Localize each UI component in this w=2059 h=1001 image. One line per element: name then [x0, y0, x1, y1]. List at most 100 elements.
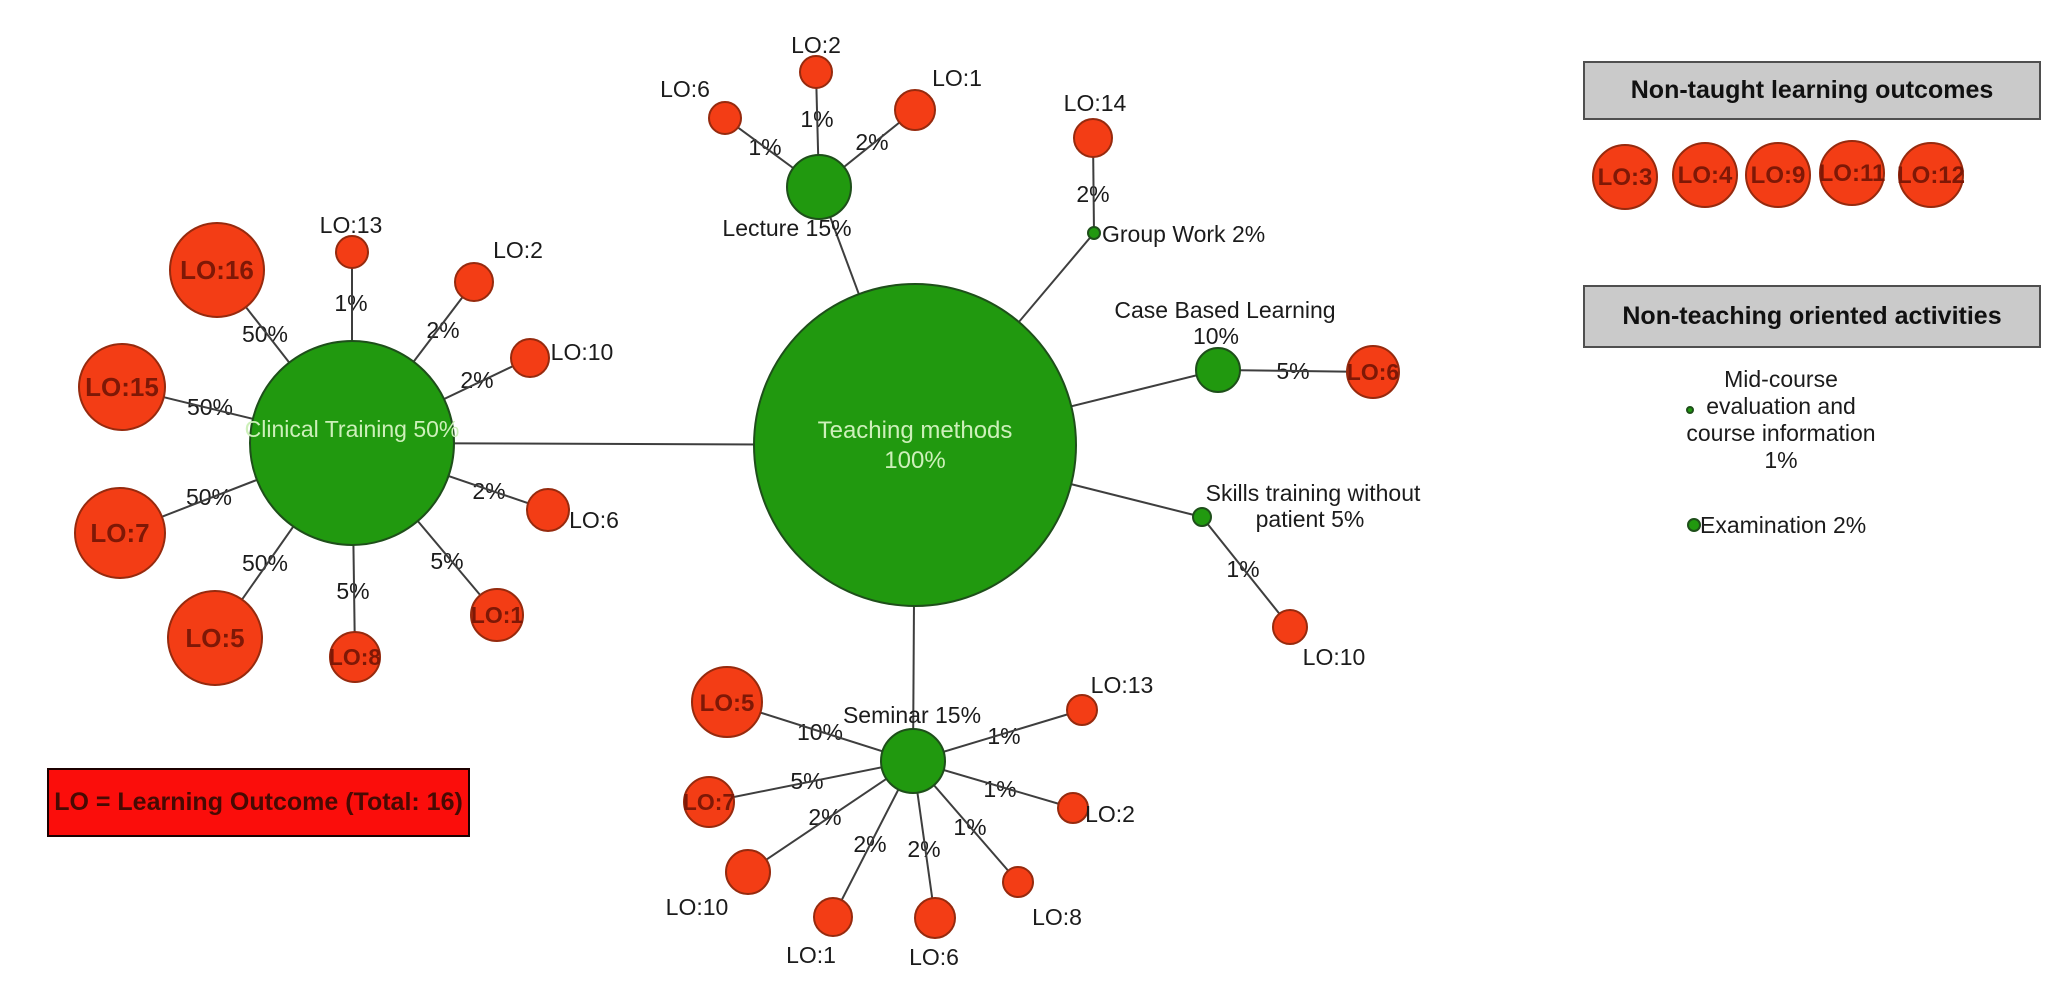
- label-lo10-seminar: LO:10: [666, 894, 729, 920]
- edge-label-clinical-c15: 50%: [187, 394, 233, 420]
- caption-case-based-line2: 10%: [1193, 323, 1239, 349]
- node-c5-outcome-circle: [167, 590, 263, 686]
- node-label-c16-0: LO:16: [180, 255, 254, 285]
- node-exam-dot-circle: [1687, 518, 1701, 532]
- label-lo13-clinical: LO:13: [320, 212, 383, 238]
- node-label-c1-0: LO:1: [471, 602, 524, 628]
- node-l6-outcome-circle: [708, 101, 742, 135]
- node-c8-outcome-circle: [329, 631, 381, 683]
- node-l2-outcome-circle: [799, 55, 833, 89]
- node-l1-outcome-circle: [894, 89, 936, 131]
- label-lo13-seminar: LO:13: [1091, 672, 1154, 698]
- caption-case-based-line1: Case Based Learning: [1114, 297, 1335, 323]
- node-p4-outcome-circle: [1672, 142, 1738, 208]
- node-casebased-circle: [1195, 347, 1241, 393]
- label-lo2-clinical: LO:2: [493, 237, 543, 263]
- node-label-c7-0: LO:7: [90, 518, 149, 548]
- caption-lecture: Lecture 15%: [722, 215, 851, 241]
- node-label-p4-0: LO:4: [1678, 162, 1733, 189]
- midcourse-item: Mid-course evaluation and course informa…: [1671, 366, 1891, 474]
- node-s7-outcome-circle: [683, 776, 735, 828]
- node-g14-outcome-circle: [1073, 118, 1113, 158]
- edge-seminar-s7: [708, 760, 914, 803]
- node-p3-outcome-circle: [1592, 144, 1658, 210]
- node-label-c5-0: LO:5: [185, 623, 244, 653]
- node-c16-outcome-circle: [169, 222, 265, 318]
- node-c10-outcome-circle: [510, 338, 550, 378]
- midcourse-line-3: course information: [1686, 420, 1876, 446]
- edge-label-clinical-c16: 50%: [242, 321, 288, 347]
- label-lo1-seminar: LO:1: [786, 942, 836, 968]
- label-lo8-seminar: LO:8: [1032, 904, 1082, 930]
- edge-label-seminar-se13: 1%: [987, 723, 1020, 749]
- midcourse-line-4: 1%: [1764, 447, 1798, 473]
- edge-label-seminar-s7: 5%: [790, 768, 823, 794]
- caption-skills-line2: patient 5%: [1256, 506, 1365, 532]
- edge-label-clinical-c6: 2%: [472, 478, 505, 504]
- label-lo6-seminar: LO:6: [909, 944, 959, 970]
- node-teaching-circle: [753, 283, 1077, 607]
- node-label-teaching-1: 100%: [884, 447, 945, 474]
- node-p11-outcome-circle: [1819, 140, 1885, 206]
- node-p12-outcome-circle: [1898, 142, 1964, 208]
- node-clinical-circle: [249, 340, 455, 546]
- edge-skills-sk10: [1201, 516, 1291, 628]
- non-teaching-header: Non-teaching oriented activities: [1583, 285, 2041, 348]
- node-label-s7-0: LO:7: [683, 789, 735, 815]
- node-se10-outcome-circle: [725, 849, 771, 895]
- node-c7-outcome-circle: [74, 487, 166, 579]
- edge-label-clinical-c5: 50%: [242, 550, 288, 576]
- node-label-c15-0: LO:15: [85, 372, 159, 402]
- node-label-p9-0: LO:9: [1751, 162, 1806, 189]
- node-se2-outcome-circle: [1057, 792, 1089, 824]
- node-skills-circle: [1192, 507, 1212, 527]
- caption-seminar: Seminar 15%: [843, 702, 981, 728]
- caption-skills-line1: Skills training without: [1206, 480, 1421, 506]
- label-lo10-skills: LO:10: [1303, 644, 1366, 670]
- node-lecture-circle: [786, 154, 852, 220]
- node-c6-outcome-circle: [526, 488, 570, 532]
- midcourse-line-2: evaluation and: [1706, 393, 1856, 419]
- node-se6-outcome-circle: [914, 897, 956, 939]
- node-p9-outcome-circle: [1745, 142, 1811, 208]
- label-lo10-clinical: LO:10: [551, 339, 614, 365]
- edge-label-seminar-se10: 2%: [808, 804, 841, 830]
- node-label-cb6-0: LO:6: [1347, 359, 1399, 385]
- node-sk10-outcome-circle: [1272, 609, 1308, 645]
- node-label-s5-0: LO:5: [700, 690, 755, 717]
- node-c2-outcome-circle: [454, 262, 494, 302]
- node-seminar-circle: [880, 728, 946, 794]
- non-taught-header: Non-taught learning outcomes: [1583, 61, 2041, 120]
- node-c13-outcome-circle: [335, 235, 369, 269]
- node-label-c8-0: LO:8: [329, 644, 382, 670]
- examination-label: Examination 2%: [1700, 512, 1867, 538]
- node-s5-outcome-circle: [691, 666, 763, 738]
- node-cb6-outcome-circle: [1346, 345, 1400, 399]
- node-se13-outcome-circle: [1066, 694, 1098, 726]
- edge-seminar-se10: [747, 760, 914, 873]
- edge-label-clinical-c7: 50%: [186, 484, 232, 510]
- label-lo2-seminar: LO:2: [1085, 801, 1135, 827]
- label-lo14-groupwork: LO:14: [1064, 90, 1127, 116]
- node-midcourse-dot-circle: [1686, 406, 1694, 414]
- node-label-p11-0: LO:11: [1819, 160, 1886, 187]
- edge-label-lecture-l1: 2%: [855, 129, 888, 155]
- node-label-clinical-0: Clinical Training 50%: [245, 416, 460, 442]
- label-lo6-lecture: LO:6: [660, 76, 710, 102]
- node-c15-outcome-circle: [78, 343, 166, 431]
- midcourse-line-1: Mid-course: [1724, 366, 1838, 392]
- label-lo6-clinical: LO:6: [569, 507, 619, 533]
- label-lo2-lecture: LO:2: [791, 32, 841, 58]
- node-c1-outcome-circle: [470, 588, 524, 642]
- label-lo1-lecture: LO:1: [932, 65, 982, 91]
- node-label-p3-0: LO:3: [1598, 164, 1653, 191]
- node-label-p12-0: LO:12: [1897, 162, 1965, 189]
- legend-box: LO = Learning Outcome (Total: 16): [47, 768, 470, 837]
- node-label-teaching-0: Teaching methods: [818, 417, 1013, 444]
- caption-group-work: Group Work 2%: [1102, 221, 1265, 247]
- node-se8-outcome-circle: [1002, 866, 1034, 898]
- node-groupwork-circle: [1087, 226, 1101, 240]
- node-se1-outcome-circle: [813, 897, 853, 937]
